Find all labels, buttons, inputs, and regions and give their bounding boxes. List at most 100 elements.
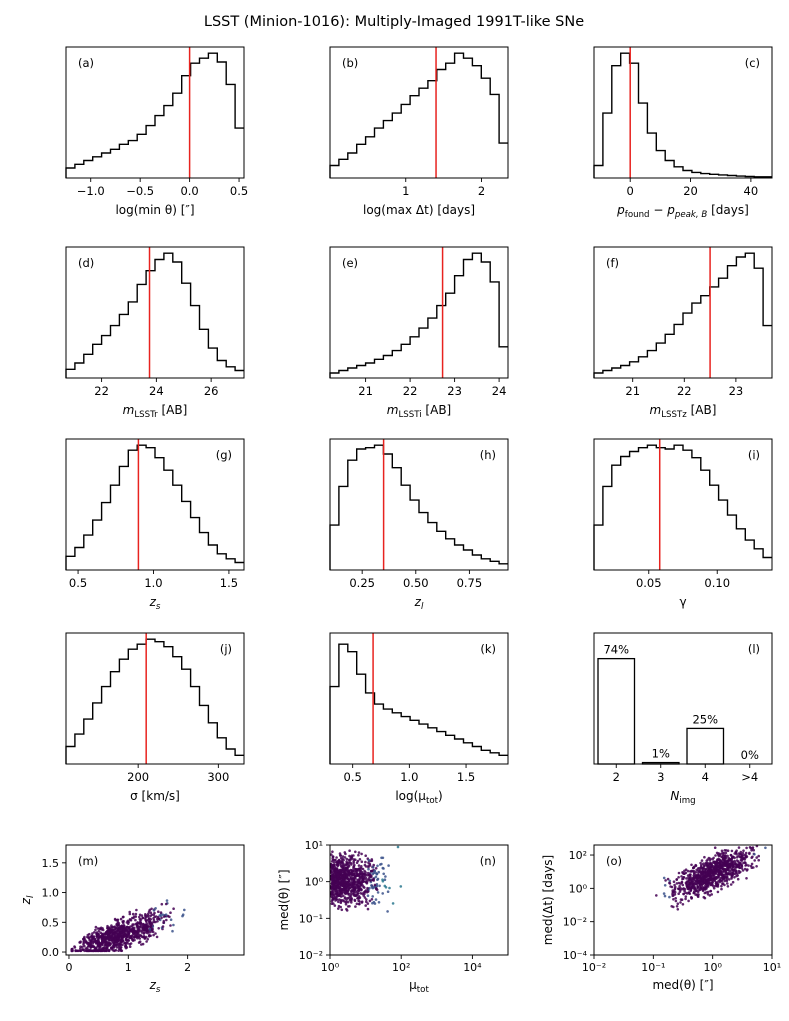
scatter-point: [674, 897, 677, 900]
axes-frame-d: [65, 246, 245, 379]
scatter-point: [128, 912, 132, 916]
scatter-point: [359, 892, 363, 895]
scatter-point: [724, 851, 728, 855]
axes-frame-e: [329, 246, 509, 379]
scatter-point: [695, 877, 699, 880]
scatter-point: [364, 881, 368, 884]
scatter-point: [673, 883, 676, 887]
scatter-point: [142, 932, 146, 935]
scatter-point: [746, 868, 749, 871]
histogram-step-h: [329, 444, 508, 570]
scatter-point: [107, 936, 111, 940]
scatter-point: [668, 895, 671, 899]
panel-label-c: (c): [745, 56, 760, 70]
scatter-point: [671, 894, 674, 898]
x-tick-label-f: 22: [677, 384, 692, 398]
scatter-point: [695, 883, 699, 886]
scatter-point: [131, 923, 134, 926]
scatter-point: [331, 880, 335, 883]
scatter-point: [709, 867, 712, 870]
scatter-point: [679, 887, 682, 890]
scatter-point: [748, 852, 751, 856]
scatter-point: [161, 925, 165, 928]
scatter-point: [131, 912, 135, 916]
scatter-point: [331, 866, 335, 869]
scatter-point: [147, 917, 151, 920]
scatter-point: [681, 883, 685, 887]
scatter-point: [349, 898, 353, 901]
scatter-point: [96, 935, 99, 938]
scatter-point: [105, 931, 108, 934]
scatter-point: [141, 916, 145, 920]
scatter-point: [82, 940, 85, 944]
scatter-point: [154, 932, 157, 935]
scatter-point: [119, 917, 123, 921]
scatter-point: [162, 913, 165, 917]
panel-n: 10⁰ 10² 10⁴ 10⁻² 10⁻¹ 10⁰ 10¹ med(θ) [″] (n) μtot: [277, 839, 509, 995]
scatter-point: [673, 890, 677, 894]
scatter-point: [360, 901, 364, 904]
scatter-point: [670, 885, 674, 889]
scatter-point: [331, 896, 335, 899]
y-tick-label-n: 10⁰: [305, 876, 324, 889]
x-tick-label-e: 22: [403, 384, 418, 398]
scatter-point: [714, 854, 717, 857]
scatter-point: [697, 871, 700, 875]
scatter-point: [169, 924, 172, 927]
scatter-point: [133, 935, 137, 939]
scatter-point: [347, 896, 351, 900]
scatter-point: [91, 937, 94, 940]
y-tick-label-o: 10⁻²: [563, 916, 587, 929]
panel-c: 0 20 40 (c) pfound − ppeak, B [days]: [593, 46, 773, 220]
scatter-point: [705, 874, 708, 878]
x-tick-label-d: 22: [94, 384, 109, 398]
scatter-point: [730, 857, 733, 861]
scatter-point: [383, 884, 387, 888]
scatter-point: [675, 882, 679, 885]
scatter-point: [342, 887, 346, 890]
scatter-point: [709, 857, 712, 861]
y-tick-label-o: 10⁰: [569, 882, 588, 895]
scatter-point: [126, 938, 130, 942]
scatter-point: [149, 924, 153, 928]
scatter-point: [331, 898, 334, 902]
scatter-point: [358, 858, 362, 861]
x-tick-label-a: 0.0: [180, 184, 198, 198]
scatter-point: [352, 891, 356, 894]
scatter-point: [697, 874, 701, 877]
scatter-point: [343, 896, 347, 899]
scatter-point: [336, 879, 340, 883]
scatter-point: [357, 864, 361, 867]
scatter-point: [370, 858, 374, 861]
scatter-point: [73, 945, 76, 948]
scatter-point: [370, 898, 374, 901]
panel-label-i: (i): [748, 448, 760, 462]
scatter-point: [128, 942, 132, 946]
x-axis-label-b: log(max Δt) [days]: [363, 203, 475, 217]
scatter-point: [711, 866, 715, 869]
scatter-point: [718, 880, 721, 884]
scatter-point: [151, 927, 154, 930]
scatter-point: [90, 935, 93, 938]
scatter-point: [733, 876, 736, 879]
axes-frame-a: [65, 46, 245, 179]
scatter-point: [94, 928, 97, 932]
scatter-point: [703, 877, 707, 881]
scatter-point: [703, 864, 706, 867]
scatter-point: [332, 902, 335, 905]
scatter-point: [123, 942, 127, 945]
scatter-point: [745, 846, 748, 850]
scatter-point: [739, 852, 742, 856]
figure-title: LSST (Minion-1016): Multiply-Imaged 1991…: [204, 14, 584, 30]
scatter-point: [140, 931, 144, 934]
scatter-point: [330, 874, 333, 878]
scatter-point: [712, 856, 715, 860]
scatter-point: [124, 946, 128, 950]
scatter-point: [737, 846, 741, 849]
scatter-point: [708, 882, 711, 886]
scatter-point: [360, 865, 363, 868]
scatter-point: [721, 873, 724, 877]
scatter-point: [129, 930, 132, 933]
scatter-point: [713, 846, 717, 849]
scatter-point: [164, 902, 168, 906]
